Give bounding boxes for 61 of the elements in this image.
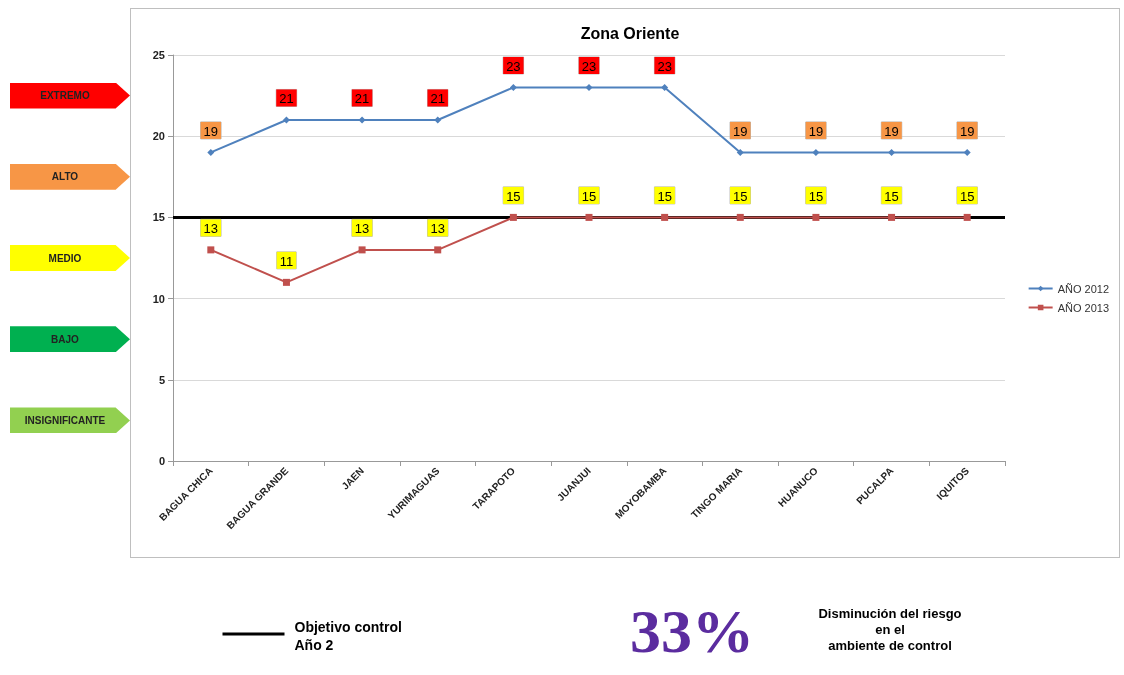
point <box>888 148 896 156</box>
point <box>358 116 366 124</box>
data-label: 13 <box>430 221 445 237</box>
text: Disminución del riesgo en el ambiente de control <box>817 606 963 654</box>
y-tick-label: 20 <box>152 130 165 143</box>
data-label: 15 <box>581 188 597 204</box>
data-label: 15 <box>884 188 899 204</box>
data-label: 23 <box>657 58 672 74</box>
legend-label: AÑO 2013 <box>1057 301 1110 314</box>
point <box>282 116 290 124</box>
text: MEDIO <box>10 245 130 271</box>
data-label: 15 <box>733 188 748 204</box>
data-label: 19 <box>808 123 824 139</box>
legend-label: AÑO 2012 <box>1057 282 1110 295</box>
point <box>661 83 669 91</box>
data-label: 15 <box>808 188 824 204</box>
data-label: 13 <box>354 221 370 237</box>
point <box>736 213 744 221</box>
data-label: 23 <box>506 58 521 74</box>
point <box>434 116 442 124</box>
data-label: 21 <box>354 91 370 107</box>
legend-label: Objetivo control Año 2 <box>294 619 402 653</box>
point <box>963 213 971 221</box>
point <box>282 278 290 286</box>
text: 33% <box>630 596 754 666</box>
data-label: 15 <box>506 188 521 204</box>
point <box>509 83 517 91</box>
point <box>888 213 896 221</box>
data-label: 23 <box>581 58 597 74</box>
data-label: 19 <box>733 123 748 139</box>
point <box>585 213 593 221</box>
point <box>358 246 366 254</box>
data-label: 11 <box>279 253 294 269</box>
point <box>207 148 215 156</box>
text: EXTREMO <box>10 82 130 109</box>
data-label: 21 <box>279 91 294 107</box>
data-label: 13 <box>203 221 219 237</box>
point <box>812 148 820 156</box>
point <box>812 213 820 221</box>
point <box>963 148 971 156</box>
data-label: 15 <box>657 188 672 204</box>
text: BAJO <box>10 326 130 353</box>
y-tick-label: 15 <box>152 211 165 224</box>
point <box>207 246 215 254</box>
y-tick-label: 25 <box>152 49 165 61</box>
data-label: 21 <box>430 91 445 107</box>
data-label: 19 <box>203 123 219 139</box>
text: ALTO <box>10 163 130 190</box>
data-label: 19 <box>959 123 975 139</box>
point <box>509 213 517 221</box>
y-tick-label: 5 <box>158 373 165 386</box>
chart-title: Zona Oriente <box>580 24 680 42</box>
point <box>585 83 593 91</box>
point <box>661 213 669 221</box>
y-tick-label: 10 <box>152 292 165 305</box>
text: INSIGNIFICANTE <box>10 407 130 434</box>
data-label: 15 <box>959 188 975 204</box>
data-label: 19 <box>884 123 899 139</box>
point <box>434 246 442 254</box>
y-tick-label: 0 <box>158 455 165 467</box>
point <box>736 148 744 156</box>
